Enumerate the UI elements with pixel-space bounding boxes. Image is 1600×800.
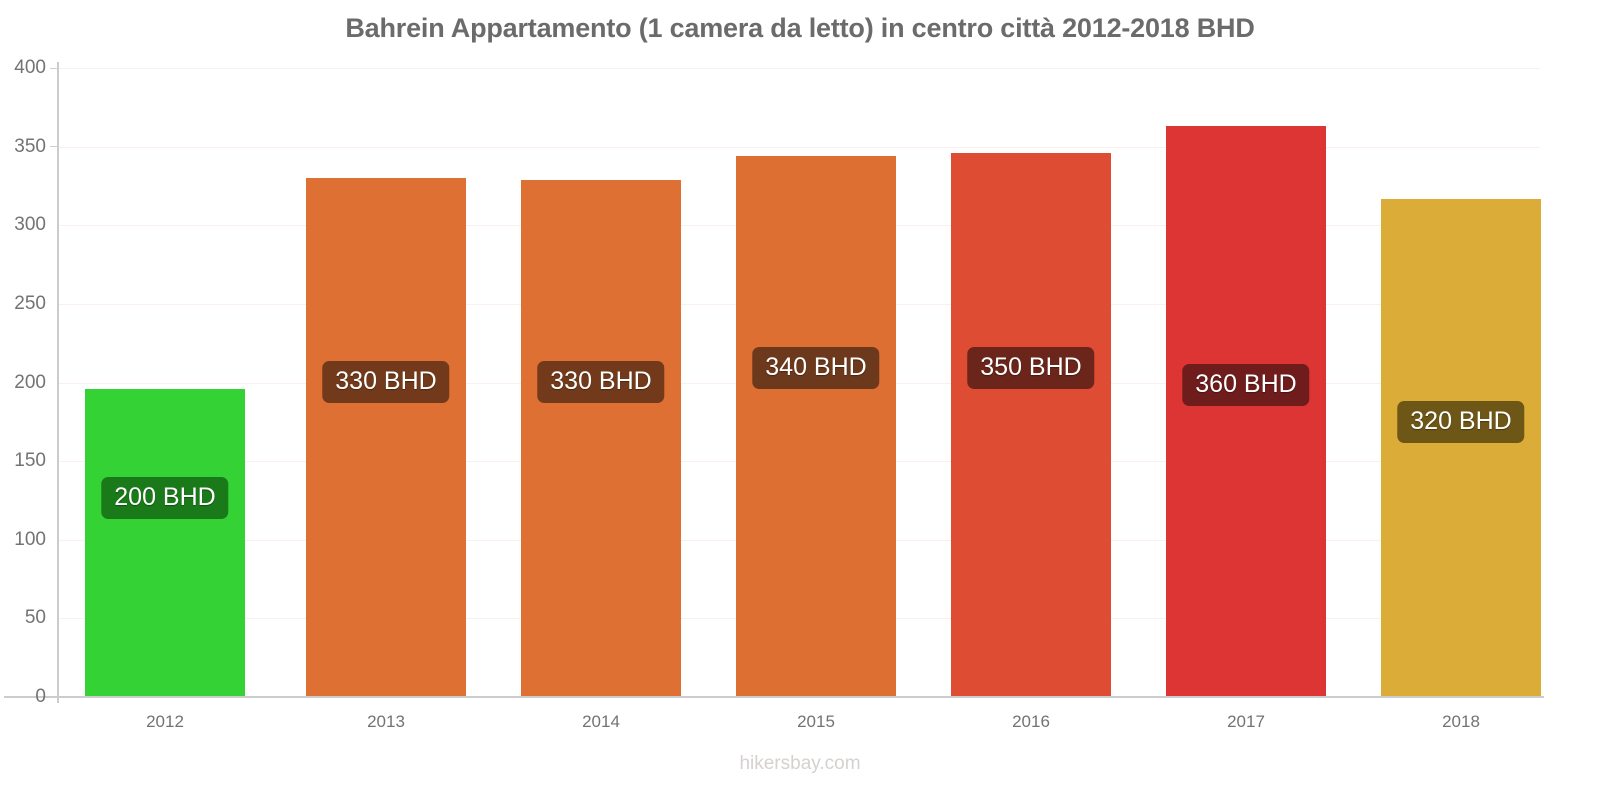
bar-label-2013: 330 BHD (322, 360, 450, 403)
y-tick-50: 50 (24, 607, 46, 628)
bar-2018[interactable]: 320 BHD (1381, 198, 1541, 697)
bar-2015[interactable]: 340 BHD (736, 156, 896, 697)
bar-2012[interactable]: 200 BHD (85, 388, 245, 697)
x-tick-2015: 2015 (797, 712, 835, 731)
watermark: hikersbay.com (739, 753, 861, 774)
y-tick-150: 150 (14, 450, 46, 471)
gridline-350 (58, 146, 1540, 148)
bar-2014[interactable]: 330 BHD (521, 179, 681, 697)
x-tick-2014: 2014 (582, 712, 620, 731)
x-tick-2018: 2018 (1442, 712, 1480, 731)
y-tick-mark-400 (50, 68, 58, 69)
x-tick-2017: 2017 (1227, 712, 1265, 731)
x-tick-2013: 2013 (367, 712, 405, 731)
y-axis-line (57, 62, 59, 703)
gridline-400 (58, 68, 1540, 69)
bar-label-2016: 350 BHD (967, 346, 1095, 389)
y-tick-200: 200 (14, 372, 46, 393)
y-tick-250: 250 (14, 293, 46, 314)
y-tick-mark-350 (50, 146, 58, 147)
y-tick-400: 400 (14, 57, 46, 78)
bar-label-2015: 340 BHD (752, 346, 880, 389)
plot-area: 200 BHD 330 BHD 330 BHD 340 BHD 350 BHD … (58, 68, 1541, 697)
x-axis-line (4, 696, 1544, 698)
bar-2016[interactable]: 350 BHD (951, 152, 1111, 697)
y-tick-100: 100 (14, 529, 46, 550)
y-tick-300: 300 (14, 214, 46, 235)
y-tick-0: 0 (35, 686, 46, 707)
bar-label-2018: 320 BHD (1397, 400, 1525, 443)
x-tick-2012: 2012 (146, 712, 184, 731)
bar-label-2014: 330 BHD (537, 360, 665, 403)
x-tick-2016: 2016 (1012, 712, 1050, 731)
bar-label-2012: 200 BHD (101, 476, 229, 519)
y-tick-350: 350 (14, 136, 46, 157)
y-tick-mark-0 (50, 697, 58, 698)
bar-2017[interactable]: 360 BHD (1166, 126, 1326, 697)
page-title: Bahrein Appartamento (1 camera da letto)… (345, 13, 1255, 43)
bar-label-2017: 360 BHD (1182, 363, 1310, 406)
bar-2013[interactable]: 330 BHD (306, 178, 466, 697)
